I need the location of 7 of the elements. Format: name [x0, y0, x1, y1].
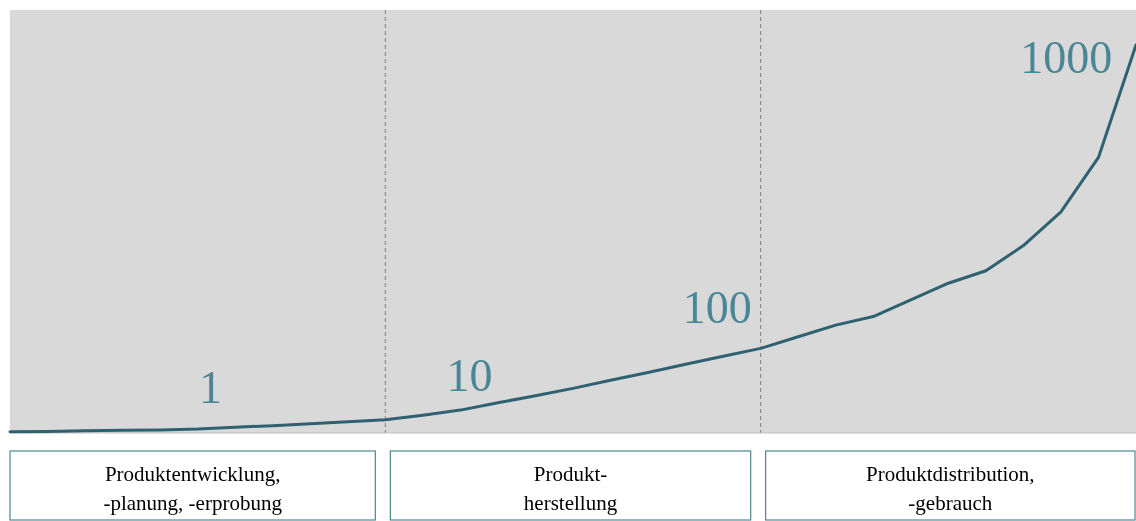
text: Produkt- herstellung — [523, 462, 618, 515]
annotation: 100 — [682, 282, 752, 334]
text: Produktdistribution, -gebrauch — [866, 462, 1035, 515]
annotation: 1 — [198, 362, 222, 414]
annotation: 10 — [446, 349, 493, 401]
annotation: 1000 — [1020, 32, 1113, 84]
text: Produktentwicklung, -planung, -erprobung — [103, 462, 283, 515]
